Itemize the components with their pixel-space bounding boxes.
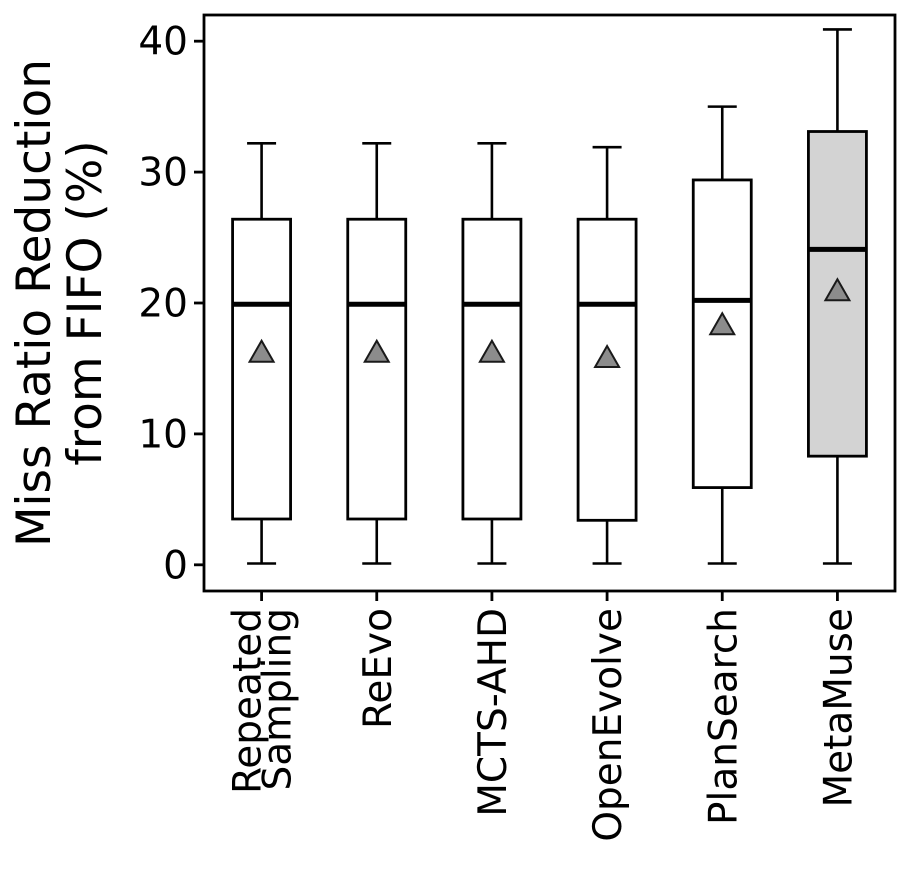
x-axis-label: ReEvo [356, 608, 401, 729]
mean-marker [823, 277, 852, 302]
iqr-box [807, 130, 868, 458]
x-axis-label: MetaMuse [816, 608, 861, 808]
x-axis-label-line: OpenEvolve [586, 608, 631, 842]
iqr-box [346, 217, 408, 521]
y-axis-label-line: Miss Ratio Reduction [7, 59, 62, 547]
mean-marker [593, 343, 621, 368]
x-axis-label-line: PlanSearch [701, 608, 746, 825]
x-axis-label: OpenEvolve [586, 608, 631, 842]
x-axis-label: MCTS-AHD [471, 608, 516, 817]
iqr-box [231, 217, 292, 521]
mean-marker [708, 311, 736, 336]
iqr-box [576, 217, 638, 522]
axes-layer [194, 13, 897, 601]
x-axis-label-line: MCTS-AHD [471, 608, 516, 817]
x-axis-label: RepeatedSampling [226, 608, 301, 794]
y-axis-tick-label: 20 [138, 282, 188, 327]
iqr-box [461, 217, 523, 521]
y-axis-tick-label: 0 [163, 543, 188, 588]
x-axis-label: PlanSearch [701, 608, 746, 825]
mean-marker [247, 338, 276, 363]
mean-marker [363, 338, 391, 363]
y-axis-label-line: from FIFO (%) [58, 140, 113, 466]
y-axis-tick-label: 30 [138, 151, 188, 196]
labels-layer: 0 10 20 30 40 RepeatedSampling ReEvo MCTS-AHD Op… [7, 20, 861, 842]
y-axis-tick-label: 10 [138, 412, 188, 457]
mean-marker [478, 338, 506, 363]
boxes-layer [231, 28, 868, 565]
x-axis-label-line: Sampling [256, 608, 301, 791]
y-axis-label: Miss Ratio Reductionfrom FIFO (%) [7, 59, 113, 547]
x-axis-label-line: ReEvo [356, 608, 401, 729]
x-axis-label-line: MetaMuse [816, 608, 861, 808]
y-axis-tick-label: 40 [138, 20, 188, 65]
x-axis-label-line: Repeated [226, 608, 271, 794]
